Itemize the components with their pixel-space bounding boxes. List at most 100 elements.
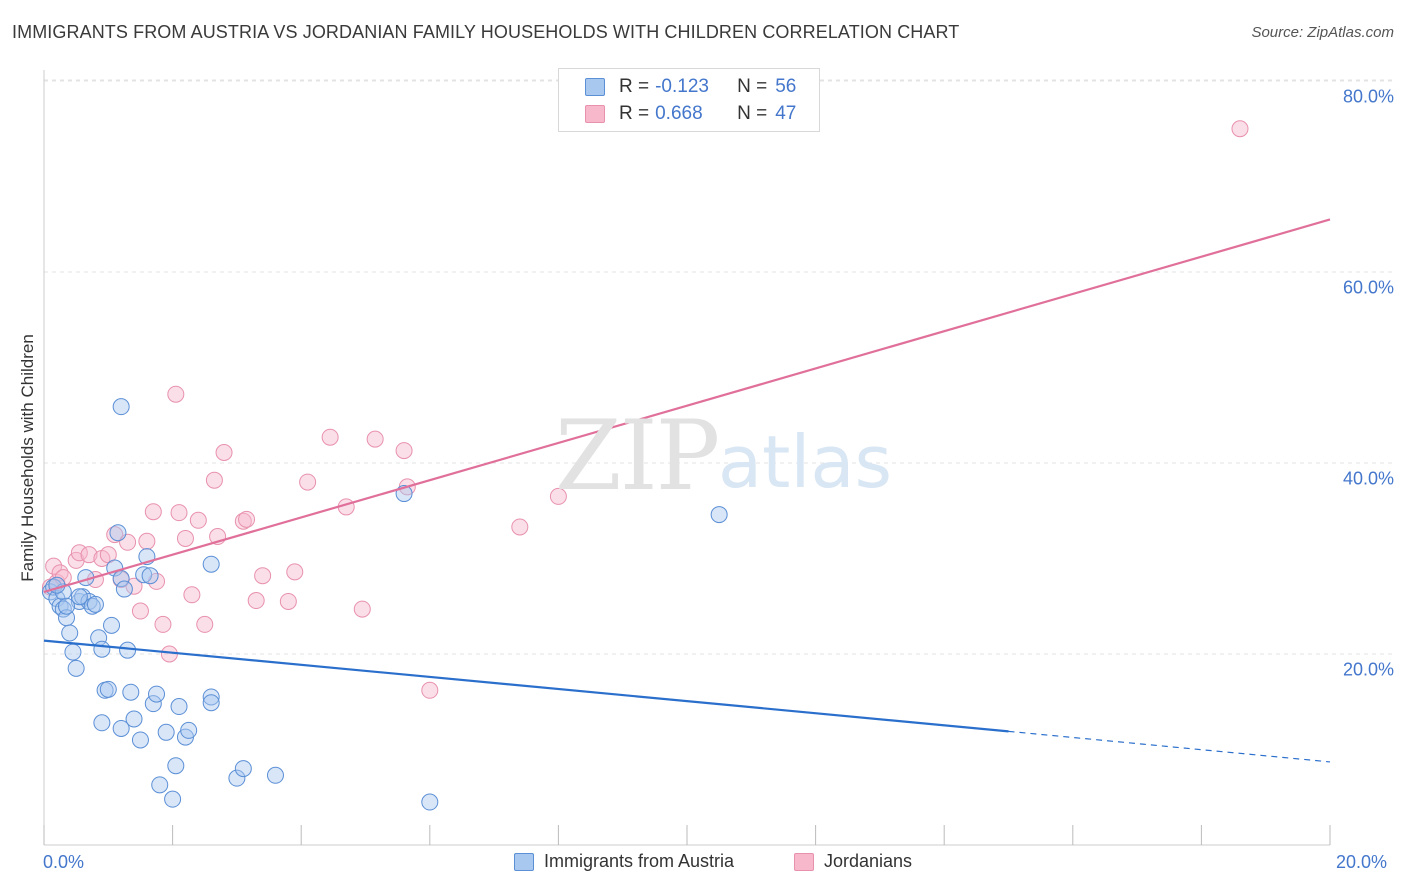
jordanians-point xyxy=(196,615,214,633)
austria-point xyxy=(70,588,88,606)
jordanians-point xyxy=(45,557,63,575)
legend-item-austria[interactable]: Immigrants from Austria xyxy=(514,851,734,872)
austria-point xyxy=(58,597,76,615)
austria-points xyxy=(41,398,728,811)
y-axis-label: Family Households with Children xyxy=(18,334,37,582)
austria-point xyxy=(144,695,162,713)
austria-point xyxy=(180,721,198,739)
austria-point xyxy=(67,659,85,677)
jordanians-trendline xyxy=(43,218,1331,593)
blue-swatch xyxy=(514,852,534,871)
austria-point xyxy=(151,776,169,794)
austria-point xyxy=(109,524,127,542)
jordanians-point xyxy=(395,442,413,460)
y-tick-label: 40.0% xyxy=(1342,468,1394,489)
r-value: -0.123 xyxy=(655,76,709,97)
jordanians-point xyxy=(286,563,304,581)
source-label: Source: ZipAtlas.com xyxy=(1251,24,1394,41)
austria-point xyxy=(131,731,149,749)
jordanians-point xyxy=(106,526,124,544)
gridlines xyxy=(44,79,1392,655)
axes xyxy=(43,70,1331,846)
pink-swatch xyxy=(585,105,605,123)
jordanians-point xyxy=(1231,120,1249,138)
austria-trendline xyxy=(43,639,1009,733)
jordanians-point xyxy=(421,681,439,699)
austria-point xyxy=(234,760,252,778)
austria-point xyxy=(99,680,117,698)
austria-point xyxy=(164,790,182,808)
jordanians-point xyxy=(131,602,149,620)
austria-point xyxy=(103,616,121,634)
watermark-atlas: atlas xyxy=(718,420,892,504)
jordanians-point xyxy=(321,428,339,446)
austria-point xyxy=(64,643,82,661)
chart-title: IMMIGRANTS FROM AUSTRIA VS JORDANIAN FAM… xyxy=(12,22,960,42)
jordanians-point xyxy=(170,504,188,522)
austria-point xyxy=(122,683,140,701)
jordanians-points xyxy=(41,120,1249,699)
r-label: R = xyxy=(619,103,650,124)
jordanians-point xyxy=(205,471,223,489)
austria-point xyxy=(710,506,728,524)
austria-point xyxy=(148,685,166,703)
x-tick-label: 20.0% xyxy=(1336,852,1388,872)
austria-point xyxy=(167,757,185,775)
jordanians-point xyxy=(254,567,272,585)
y-tick-label: 20.0% xyxy=(1342,659,1394,680)
jordanians-point xyxy=(353,600,371,618)
jordanians-point xyxy=(215,443,233,461)
jordanians-point xyxy=(138,532,156,550)
jordanians-point xyxy=(238,510,256,528)
jordanians-point xyxy=(511,518,529,536)
austria-point xyxy=(202,694,220,712)
austria-point xyxy=(86,595,104,613)
jordanians-point xyxy=(189,511,207,529)
n-label: N = xyxy=(737,76,768,97)
legend-label: Jordanians xyxy=(824,851,913,871)
jordanians-point xyxy=(549,487,567,505)
austria-point xyxy=(228,769,246,787)
jordanians-point xyxy=(80,546,98,564)
austria-point xyxy=(119,641,137,659)
jordanians-point xyxy=(183,586,201,604)
y-tick-label: 80.0% xyxy=(1342,86,1394,107)
austria-point xyxy=(93,714,111,732)
austria-point xyxy=(266,766,284,784)
jordanians-point xyxy=(144,503,162,521)
jordanians-point xyxy=(299,473,317,491)
austria-point xyxy=(141,567,159,585)
legend-row-austria: R = -0.123 N = 56 xyxy=(585,74,796,100)
watermark-zip: ZIP xyxy=(555,400,720,512)
jordanians-point xyxy=(366,430,384,448)
legend-item-jordanians[interactable]: Jordanians xyxy=(794,851,912,872)
jordanians-point xyxy=(247,592,265,610)
legend-label: Immigrants from Austria xyxy=(544,851,735,871)
blue-swatch xyxy=(585,78,605,96)
austria-point xyxy=(170,698,188,716)
austria-point xyxy=(112,398,130,416)
jordanians-point xyxy=(125,577,143,595)
austria-trendline-extension xyxy=(1008,730,1331,763)
y-tick-label: 60.0% xyxy=(1342,277,1394,298)
austria-point xyxy=(202,555,220,573)
n-value: 47 xyxy=(775,103,797,124)
austria-point xyxy=(70,592,88,610)
r-value: 0.668 xyxy=(655,103,703,124)
austria-point xyxy=(135,566,153,584)
austria-point xyxy=(125,710,143,728)
n-label: N = xyxy=(737,103,768,124)
austria-point xyxy=(61,624,79,642)
austria-point xyxy=(93,640,111,658)
legend-row-jordanians: R = 0.668 N = 47 xyxy=(585,101,796,127)
jordanians-point xyxy=(154,615,172,633)
correlation-legend: R = -0.123 N = 56 R = 0.668 N = 47 xyxy=(558,68,820,132)
jordanians-point xyxy=(176,529,194,547)
austria-point xyxy=(83,597,101,615)
austria-point xyxy=(112,719,130,737)
austria-point xyxy=(115,580,133,598)
pink-swatch xyxy=(794,852,814,871)
jordanians-point xyxy=(279,592,297,610)
r-label: R = xyxy=(619,76,650,97)
